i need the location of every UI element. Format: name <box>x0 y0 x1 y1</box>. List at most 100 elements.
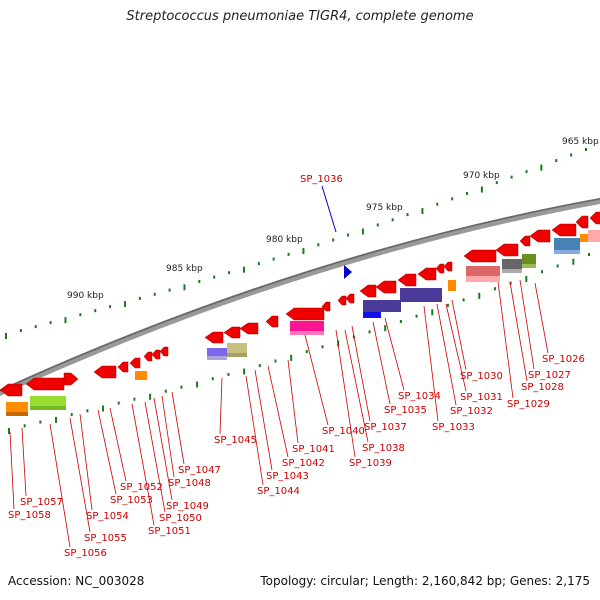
inner-tick <box>540 270 543 274</box>
gene-label-sp-1057: SP_1057 <box>20 497 63 508</box>
leader-sp-1044 <box>245 375 264 486</box>
kbp-label: 975 kbp <box>366 203 403 213</box>
leader-sp-1043 <box>254 369 273 471</box>
domain-green <box>30 396 66 406</box>
scale-dot <box>183 284 186 291</box>
domain-salmon <box>466 266 500 276</box>
scale-dot <box>332 238 335 242</box>
inner-tick <box>164 389 167 393</box>
inner-tick <box>133 397 136 401</box>
kbp-label: 980 kbp <box>266 235 303 245</box>
inner-tick <box>415 314 418 318</box>
inner-tick <box>556 264 559 268</box>
gene-arrow <box>551 223 577 237</box>
leader-sp-1039 <box>335 329 356 458</box>
highlight-group: SP_1036 <box>300 174 352 279</box>
leader-sp-1034 <box>384 317 405 391</box>
scale-dot <box>466 191 469 195</box>
scale-dot <box>540 164 543 171</box>
gene-arrow <box>359 284 377 298</box>
scale-dot <box>436 202 439 206</box>
gene-label-sp-1044: SP_1044 <box>257 486 300 497</box>
scale-dot <box>376 223 379 227</box>
domain-indigo <box>363 300 401 312</box>
topology-text: Topology: circular; Length: 2,160,842 bp… <box>260 574 590 588</box>
gene-label-sp-1048: SP_1048 <box>168 478 211 489</box>
gene-arrow <box>159 346 169 357</box>
gene-label-sp-1043: SP_1043 <box>266 471 309 482</box>
inner-tick <box>39 420 42 424</box>
gene-arrow <box>117 361 129 373</box>
inner-tick <box>117 401 120 405</box>
gene-label-sp-1026: SP_1026 <box>542 354 585 365</box>
inner-tick <box>431 309 434 316</box>
scale-dot <box>94 309 97 313</box>
gene-label-sp-1028: SP_1028 <box>521 382 564 393</box>
domain-khaki <box>227 343 247 353</box>
inner-tick <box>102 405 105 412</box>
gene-arrow <box>223 326 241 339</box>
scale-dot <box>257 262 260 266</box>
leader-sp-1038 <box>344 329 369 443</box>
gene-label-sp-1049: SP_1049 <box>166 501 209 512</box>
gene-label-sp-1039: SP_1039 <box>349 458 392 469</box>
domain-steel <box>554 238 580 250</box>
gene-label-sp-1053: SP_1053 <box>110 495 153 506</box>
domain-rose <box>588 230 600 242</box>
domain-purple-shade <box>207 356 227 360</box>
scale-dot <box>138 296 141 300</box>
scale-dot <box>19 329 22 333</box>
inner-tick <box>478 292 481 299</box>
gene-label-sp-1055: SP_1055 <box>84 533 127 544</box>
leader-sp-1050 <box>144 401 166 513</box>
gene-arrow <box>63 372 79 386</box>
inner-tick <box>321 345 324 349</box>
kbp-label: 990 kbp <box>67 291 104 301</box>
leader-sp-1035 <box>372 321 391 405</box>
scale-dot <box>361 228 364 235</box>
gene-label-sp-1027: SP_1027 <box>528 370 571 381</box>
domain-orange-shade <box>6 412 28 416</box>
inner-tick <box>196 381 199 388</box>
gene-arrow <box>345 293 355 304</box>
gene-arrow <box>321 301 331 312</box>
domain-blue <box>363 312 381 318</box>
inner-tick <box>243 368 246 375</box>
leader-sp-1032 <box>436 303 457 406</box>
gene-label-sp-1050: SP_1050 <box>159 513 202 524</box>
gene-arrow <box>529 229 551 243</box>
leader-sp-1027 <box>519 279 535 370</box>
domain-khaki-shade <box>227 353 247 357</box>
gene-label-sp-1040: SP_1040 <box>322 426 365 437</box>
leader-sp-1055 <box>69 417 91 533</box>
leader-sp-1037 <box>351 325 371 422</box>
leader-sp-1053 <box>97 409 117 495</box>
inner-tick <box>180 385 183 389</box>
leader-sp-1052 <box>109 407 127 482</box>
scale-dot <box>406 213 409 217</box>
backbone-edge <box>0 198 600 392</box>
inner-tick <box>446 303 449 307</box>
inner-tick <box>493 287 496 291</box>
leader-sp-1057 <box>21 427 27 497</box>
scale-dots <box>5 148 590 434</box>
leader-sp-1041 <box>287 359 299 444</box>
inner-tick <box>149 393 152 400</box>
inner-tick <box>525 275 528 282</box>
inner-tick <box>55 416 58 423</box>
scale-dot <box>585 148 587 151</box>
gene-arrow <box>589 211 600 225</box>
scale-dot <box>317 243 320 247</box>
domain-steel-shade <box>554 250 580 254</box>
domain-orange <box>6 402 28 412</box>
highlight-label: SP_1036 <box>300 174 343 185</box>
leader-sp-1045 <box>219 377 223 435</box>
gene-label-sp-1045: SP_1045 <box>214 435 257 446</box>
gene-label-sp-1032: SP_1032 <box>450 406 493 417</box>
gene-arrow <box>239 322 259 335</box>
gene-arrow <box>25 377 65 391</box>
leader-sp-1029 <box>497 281 514 399</box>
gene-label-sp-1041: SP_1041 <box>292 444 335 455</box>
scale-dot <box>495 181 498 185</box>
